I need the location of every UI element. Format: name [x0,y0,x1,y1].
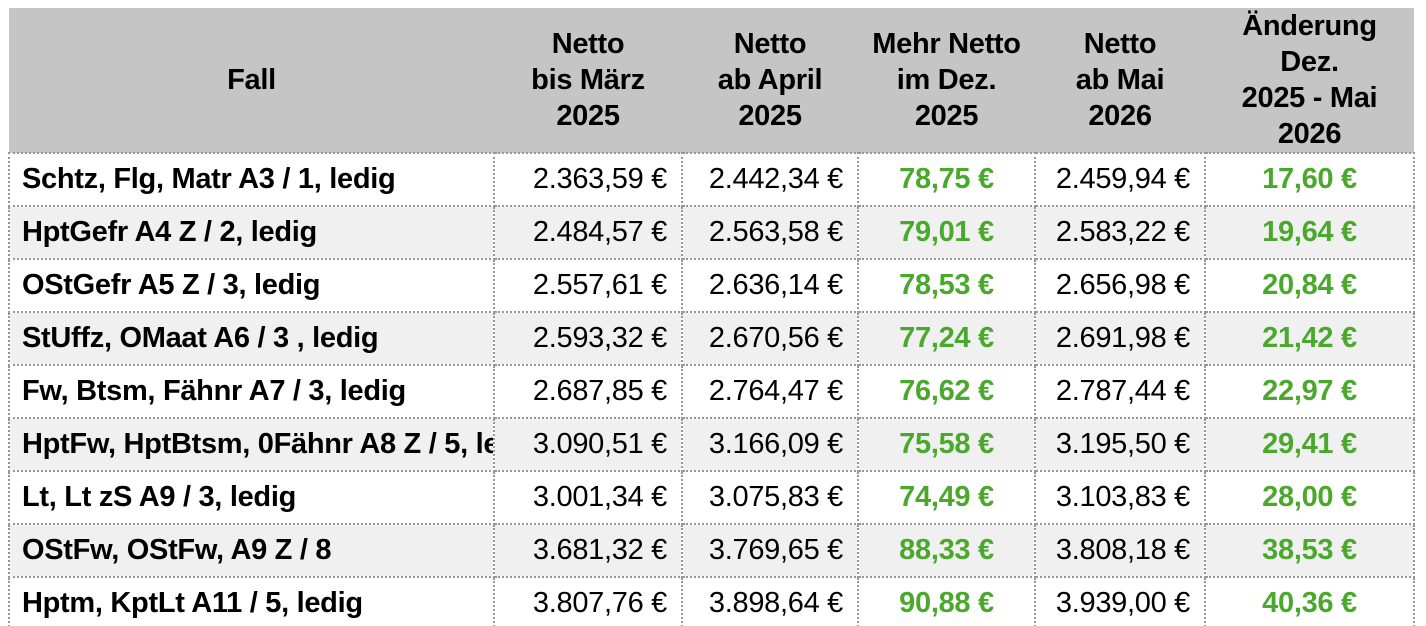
netto-bis-maerz-cell: 2.484,57 € [493,205,683,260]
fall-cell: Hptm, KptLt A11 / 5, ledig [8,576,495,626]
table-row: Schtz, Flg, Matr A3 / 1, ledig 2.363,59 … [8,152,1415,207]
header-line: Netto [733,28,807,60]
table-row: Hptm, KptLt A11 / 5, ledig 3.807,76 € 3.… [8,576,1415,626]
mehr-netto-dez-cell: 78,75 € [857,152,1036,207]
fall-cell: Lt, Lt zS A9 / 3, ledig [8,470,495,525]
mehr-netto-dez-cell: 90,88 € [857,576,1036,626]
header-line: ab April 2025 [717,64,823,132]
aenderung-cell: 29,41 € [1204,417,1415,472]
salary-comparison-table: Fall Netto bis März 2025 Netto ab April … [8,8,1415,626]
netto-bis-maerz-cell: 3.001,34 € [493,470,683,525]
table-row: HptFw, HptBtsm, 0Fähnr A8 Z / 5, ledig 3… [8,417,1415,472]
fall-cell: StUffz, OMaat A6 / 3 , ledig [8,311,495,366]
header-line: Änderung Dez. [1242,10,1377,78]
aenderung-cell: 38,53 € [1204,523,1415,578]
fall-cell: Schtz, Flg, Matr A3 / 1, ledig [8,152,495,207]
mehr-netto-dez-cell: 88,33 € [857,523,1036,578]
netto-ab-mai-cell: 2.656,98 € [1034,258,1206,313]
netto-ab-mai-cell: 3.195,50 € [1034,417,1206,472]
aenderung-cell: 17,60 € [1204,152,1415,207]
netto-ab-april-cell: 2.764,47 € [681,364,859,419]
netto-ab-mai-cell: 3.103,83 € [1034,470,1206,525]
table-body: Schtz, Flg, Matr A3 / 1, ledig 2.363,59 … [8,152,1415,626]
header-line: ab Mai 2026 [1075,64,1165,132]
table-row: HptGefr A4 Z / 2, ledig 2.484,57 € 2.563… [8,205,1415,260]
header-line: 2025 - Mai 2026 [1241,82,1378,150]
fall-cell: OStGefr A5 Z / 3, ledig [8,258,495,313]
column-header-aenderung-dez-2025-mai-2026: Änderung Dez. 2025 - Mai 2026 [1205,8,1414,153]
header-line: Netto [551,28,625,60]
header-line: bis März 2025 [531,64,645,132]
netto-bis-maerz-cell: 3.090,51 € [493,417,683,472]
aenderung-cell: 20,84 € [1204,258,1415,313]
netto-ab-mai-cell: 2.691,98 € [1034,311,1206,366]
fall-cell: Fw, Btsm, Fähnr A7 / 3, ledig [8,364,495,419]
mehr-netto-dez-cell: 79,01 € [857,205,1036,260]
header-line: Netto [1083,28,1157,60]
header-line: im Dez. 2025 [896,64,997,132]
netto-ab-mai-cell: 2.459,94 € [1034,152,1206,207]
table-row: StUffz, OMaat A6 / 3 , ledig 2.593,32 € … [8,311,1415,366]
column-header-fall: Fall [9,8,494,153]
netto-ab-april-cell: 2.636,14 € [681,258,859,313]
aenderung-cell: 19,64 € [1204,205,1415,260]
column-header-mehr-netto-dez-2025: Mehr Netto im Dez. 2025 [858,8,1035,153]
netto-ab-april-cell: 2.670,56 € [681,311,859,366]
aenderung-cell: 21,42 € [1204,311,1415,366]
netto-bis-maerz-cell: 2.593,32 € [493,311,683,366]
aenderung-cell: 22,97 € [1204,364,1415,419]
netto-ab-april-cell: 3.769,65 € [681,523,859,578]
netto-ab-april-cell: 2.442,34 € [681,152,859,207]
netto-bis-maerz-cell: 3.681,32 € [493,523,683,578]
column-header-netto-ab-mai-2026: Netto ab Mai 2026 [1035,8,1205,153]
aenderung-cell: 40,36 € [1204,576,1415,626]
netto-ab-mai-cell: 3.939,00 € [1034,576,1206,626]
mehr-netto-dez-cell: 77,24 € [857,311,1036,366]
aenderung-cell: 28,00 € [1204,470,1415,525]
mehr-netto-dez-cell: 74,49 € [857,470,1036,525]
mehr-netto-dez-cell: 76,62 € [857,364,1036,419]
table-row: Lt, Lt zS A9 / 3, ledig 3.001,34 € 3.075… [8,470,1415,525]
fall-cell: HptGefr A4 Z / 2, ledig [8,205,495,260]
header-line: Mehr Netto [872,28,1021,60]
netto-ab-april-cell: 3.166,09 € [681,417,859,472]
netto-bis-maerz-cell: 2.557,61 € [493,258,683,313]
netto-bis-maerz-cell: 3.807,76 € [493,576,683,626]
table-row: Fw, Btsm, Fähnr A7 / 3, ledig 2.687,85 €… [8,364,1415,419]
netto-bis-maerz-cell: 2.687,85 € [493,364,683,419]
column-header-netto-ab-april-2025: Netto ab April 2025 [682,8,858,153]
table-header-row: Fall Netto bis März 2025 Netto ab April … [9,8,1414,153]
table-row: OStGefr A5 Z / 3, ledig 2.557,61 € 2.636… [8,258,1415,313]
column-header-netto-bis-maerz-2025: Netto bis März 2025 [494,8,682,153]
netto-ab-mai-cell: 2.787,44 € [1034,364,1206,419]
netto-ab-april-cell: 2.563,58 € [681,205,859,260]
fall-cell: OStFw, OStFw, A9 Z / 8 [8,523,495,578]
fall-cell: HptFw, HptBtsm, 0Fähnr A8 Z / 5, ledig [8,417,495,472]
netto-ab-april-cell: 3.898,64 € [681,576,859,626]
netto-bis-maerz-cell: 2.363,59 € [493,152,683,207]
netto-ab-april-cell: 3.075,83 € [681,470,859,525]
mehr-netto-dez-cell: 75,58 € [857,417,1036,472]
mehr-netto-dez-cell: 78,53 € [857,258,1036,313]
netto-ab-mai-cell: 2.583,22 € [1034,205,1206,260]
header-line: Fall [227,64,276,96]
table-row: OStFw, OStFw, A9 Z / 8 3.681,32 € 3.769,… [8,523,1415,578]
netto-ab-mai-cell: 3.808,18 € [1034,523,1206,578]
